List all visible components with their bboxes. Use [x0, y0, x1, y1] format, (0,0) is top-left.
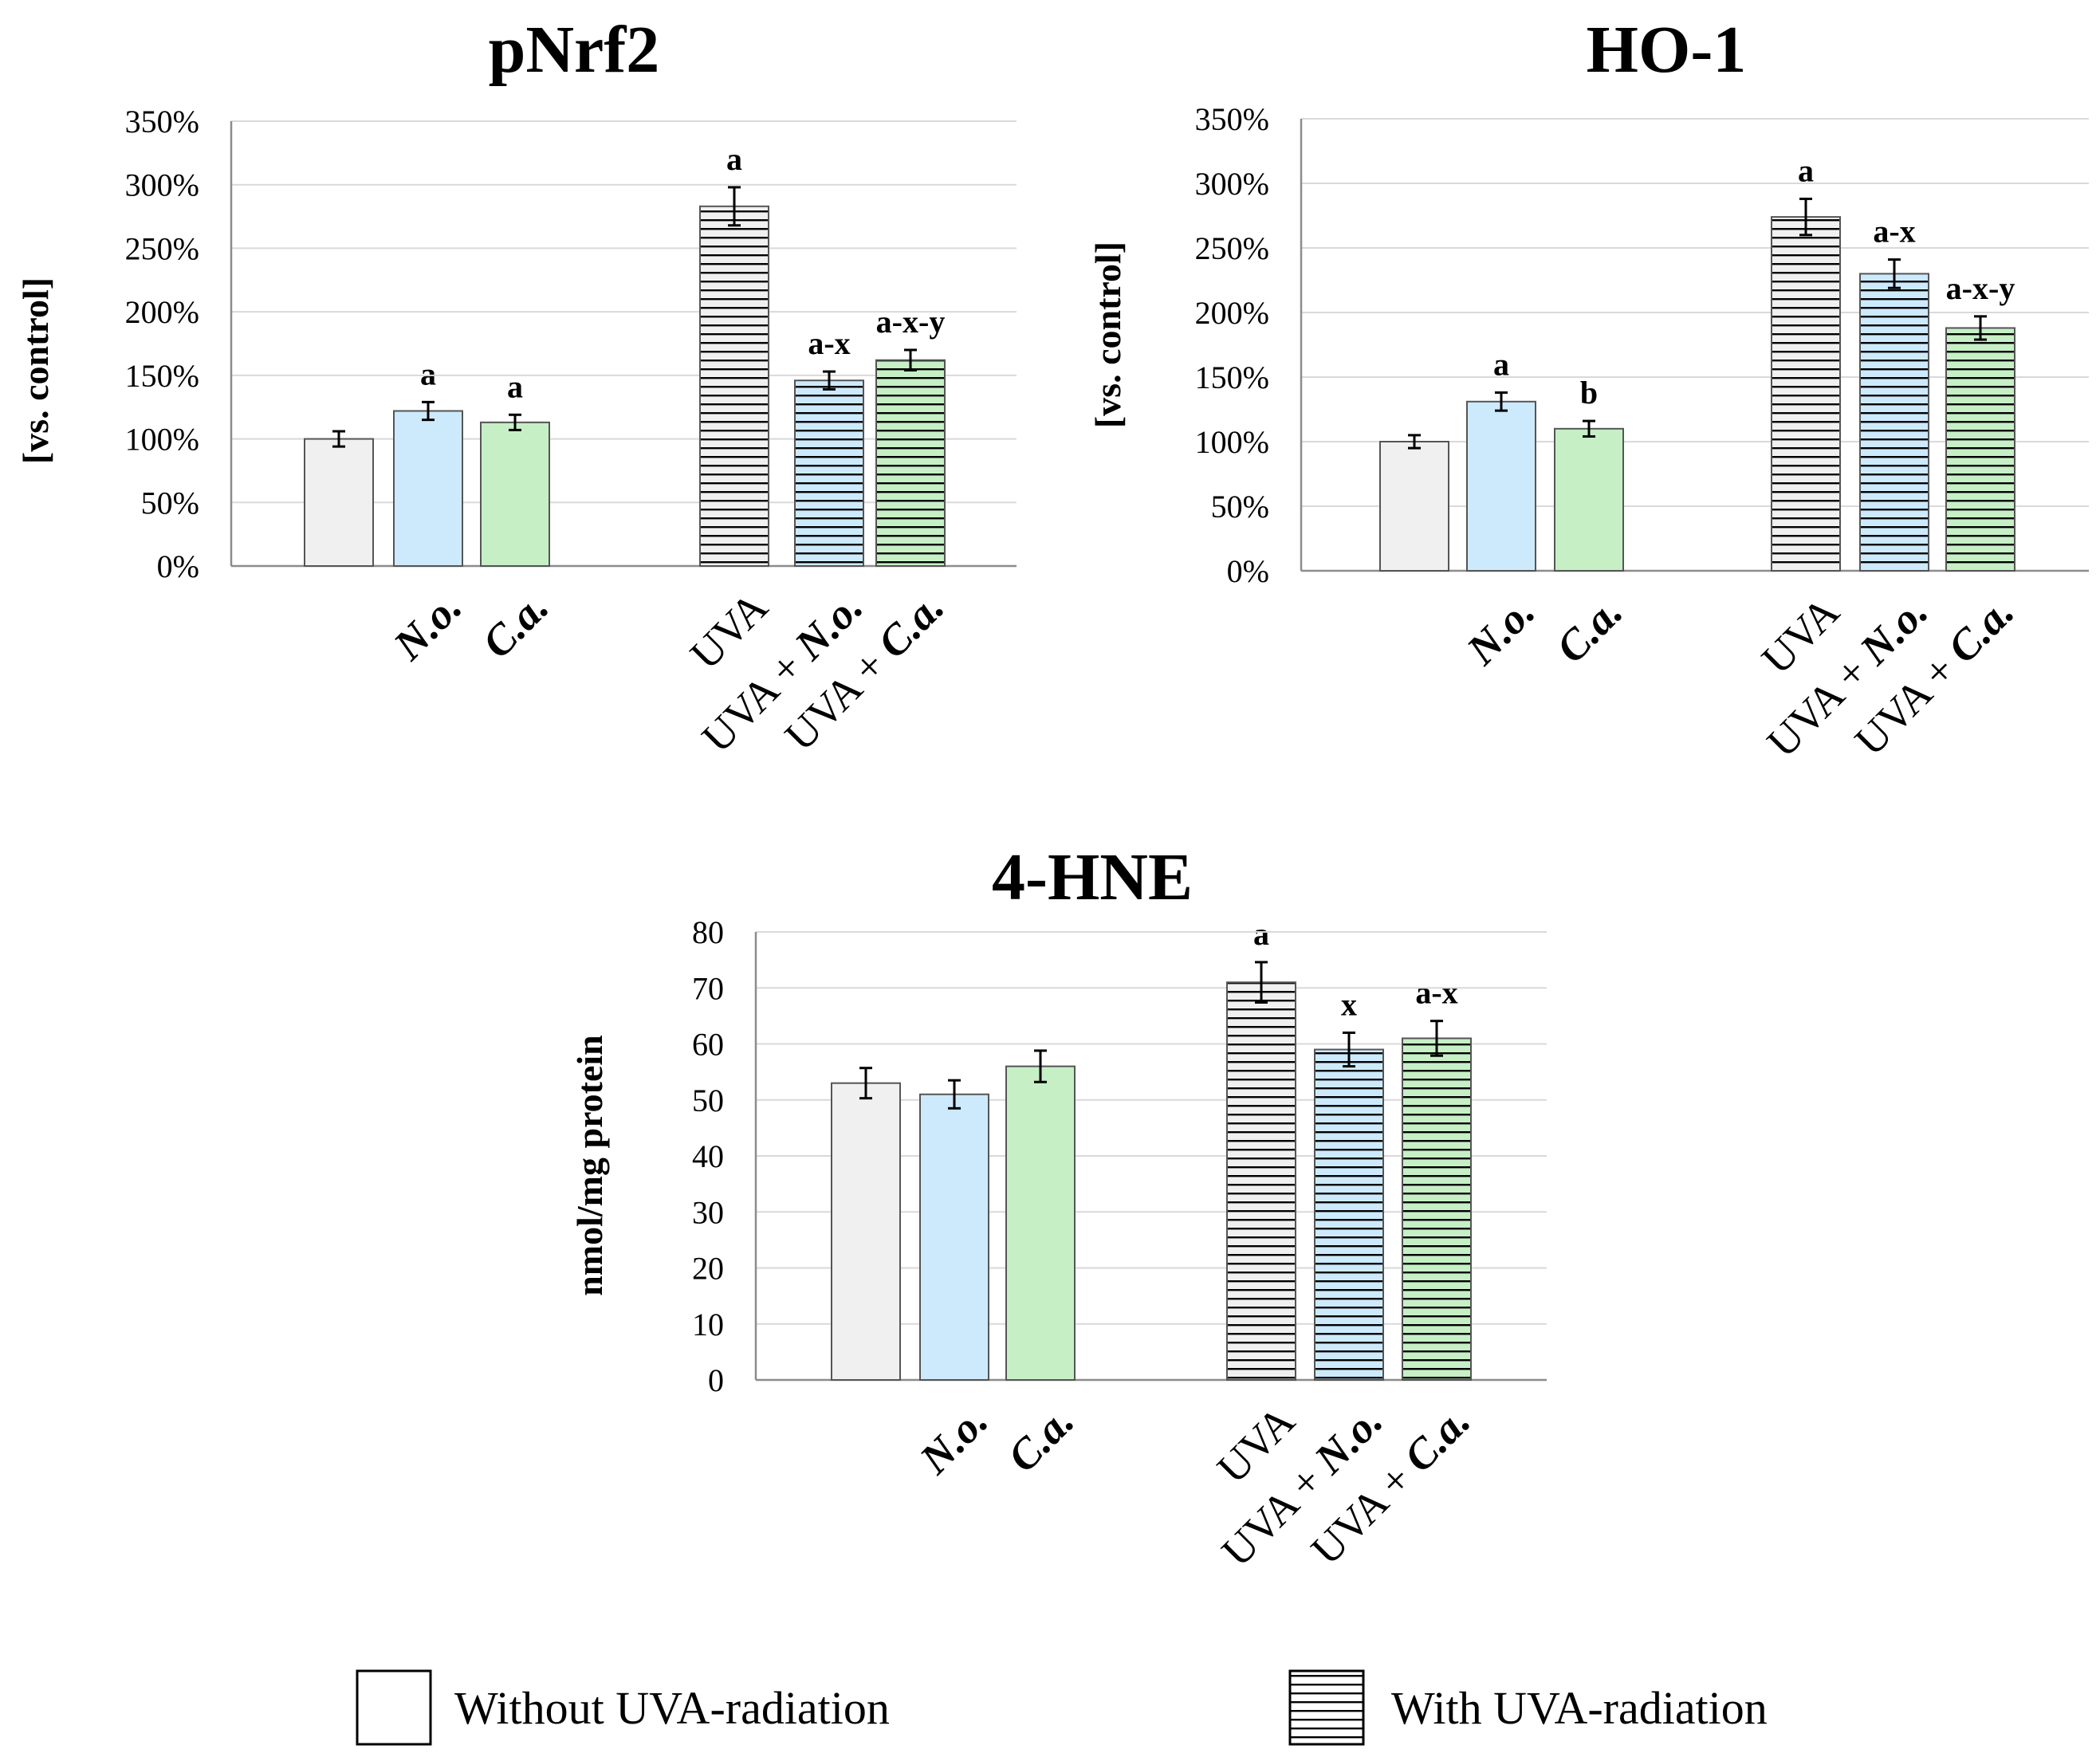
y-tick-label: 200% [125, 294, 199, 330]
significance-label: a-x [1873, 214, 1915, 250]
significance-labels: a a a a-x a-x-y [420, 141, 945, 404]
bar [920, 1094, 989, 1380]
y-tick-label: 0 [708, 1362, 724, 1398]
bar-stripes [1402, 1038, 1471, 1380]
bar-stripes [1227, 982, 1296, 1380]
y-ticks: 0 10 20 30 40 50 60 70 80 [692, 914, 724, 1398]
x-category-labels: N.o. C.a. UVA UVA + N.o. UVA + C.a. [1457, 588, 2023, 767]
chart-ho1: HO-1 [vs. control] 0% 50% 100% 150% 200%… [1087, 13, 2089, 767]
significance-label: a-x-y [876, 304, 946, 340]
x-category-labels: N.o. C.a. UVA UVA + N.o. UVA + C.a. [384, 583, 954, 762]
y-tick-label: 200% [1195, 295, 1269, 331]
y-tick-label: 350% [1195, 101, 1269, 137]
bar-stripes [1772, 217, 1840, 571]
bar-stripes [1315, 1049, 1383, 1380]
category-label: N.o. [910, 1397, 997, 1484]
y-axis-label: [vs. control] [15, 277, 56, 464]
y-tick-label: 10 [692, 1307, 724, 1342]
bar-stripes [1860, 273, 1929, 571]
y-tick-label: 250% [1195, 230, 1269, 266]
bar [1467, 401, 1536, 571]
bar [1380, 442, 1449, 571]
bar-stripes [700, 206, 769, 566]
bar-stripes [876, 360, 945, 566]
y-tick-label: 40 [692, 1138, 724, 1174]
plot-area [230, 120, 1017, 568]
chart-title: HO-1 [1587, 13, 1747, 87]
y-tick-label: 300% [125, 167, 199, 203]
y-tick-label: 150% [1195, 360, 1269, 395]
significance-label: a-x [1415, 975, 1457, 1011]
y-tick-label: 20 [692, 1251, 724, 1287]
bar-stripes [1946, 328, 2015, 571]
significance-label: a-x [808, 325, 850, 361]
category-label: C.a. [999, 1397, 1083, 1481]
y-tick-label: 0% [1227, 553, 1269, 589]
chart-4hne: 4-HNE nmol/mg protein 0 10 20 30 40 50 6… [569, 840, 1547, 1576]
significance-label: a [1253, 916, 1269, 952]
significance-label: a [507, 368, 523, 404]
plot-area [754, 931, 1547, 1382]
category-label: C.a. [474, 583, 558, 667]
y-tick-label: 60 [692, 1027, 724, 1063]
significance-label: a-x-y [1946, 270, 2015, 306]
y-tick-label: 300% [1195, 166, 1269, 202]
significance-labels: a b a a-x a-x-y [1493, 152, 2015, 411]
y-tick-label: 50 [692, 1083, 724, 1118]
significance-label: a [1798, 152, 1814, 188]
y-tick-label: 100% [125, 422, 199, 458]
y-tick-label: 50% [1211, 489, 1269, 525]
legend-label: Without UVA-radiation [454, 1682, 890, 1734]
bar [305, 438, 373, 566]
y-tick-label: 250% [125, 230, 199, 266]
bar [481, 422, 549, 566]
legend: Without UVA-radiation With UVA-radiation [356, 1669, 1768, 1746]
significance-label: a [1493, 346, 1509, 382]
y-tick-label: 100% [1195, 424, 1269, 460]
category-label: N.o. [1457, 588, 1544, 674]
legend-swatch-striped [1288, 1669, 1365, 1746]
y-tick-label: 80 [692, 914, 724, 950]
significance-label: b [1580, 375, 1598, 411]
bar [394, 411, 462, 566]
y-tick-label: 0% [157, 548, 199, 584]
y-tick-label: 30 [692, 1194, 724, 1230]
significance-label: a [420, 356, 436, 391]
y-axis-label: nmol/mg protein [569, 1035, 610, 1296]
legend-label: With UVA-radiation [1391, 1682, 1768, 1734]
bar [1006, 1066, 1075, 1380]
y-ticks: 0% 50% 100% 150% 200% 250% 300% 350% [125, 104, 199, 584]
chart-title: 4-HNE [992, 840, 1193, 914]
y-tick-label: 50% [141, 485, 199, 521]
bar [832, 1083, 900, 1380]
y-tick-label: 70 [692, 970, 724, 1006]
y-tick-label: 350% [125, 104, 199, 140]
plot-area [1300, 118, 2089, 572]
bar-stripes [795, 380, 863, 566]
category-label: N.o. [384, 583, 471, 670]
x-category-labels: N.o. C.a. UVA UVA + N.o. UVA + C.a. [910, 1397, 1480, 1576]
y-axis-label: [vs. control] [1087, 242, 1128, 428]
significance-label: a [726, 141, 742, 177]
bar [1555, 428, 1623, 571]
y-tick-label: 150% [125, 358, 199, 394]
y-ticks: 0% 50% 100% 150% 200% 250% 300% 350% [1195, 101, 1269, 589]
chart-title: pNrf2 [489, 13, 660, 87]
chart-pnrf2: pNrf2 [vs. control] 0% 50% 100% 150% 200… [15, 13, 1017, 762]
legend-swatch-plain [356, 1669, 432, 1746]
category-label: C.a. [1547, 588, 1632, 672]
significance-label: x [1341, 986, 1357, 1022]
significance-labels: a x a-x [1253, 916, 1458, 1023]
